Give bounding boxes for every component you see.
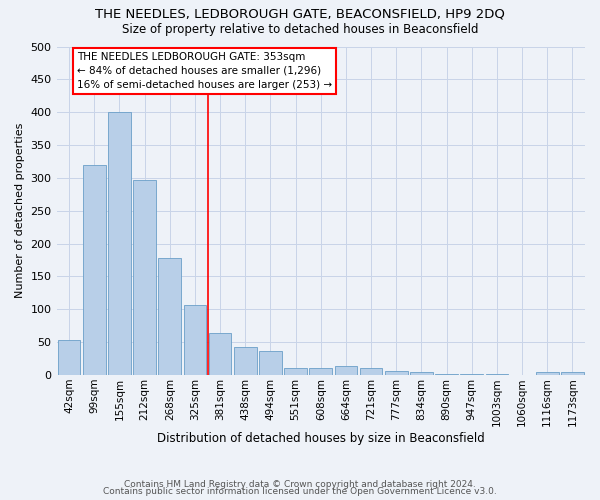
- Bar: [234, 348, 257, 375]
- Bar: [259, 350, 282, 375]
- Bar: [435, 374, 458, 375]
- Text: THE NEEDLES LEDBOROUGH GATE: 353sqm
← 84% of detached houses are smaller (1,296): THE NEEDLES LEDBOROUGH GATE: 353sqm ← 84…: [77, 52, 332, 90]
- Text: THE NEEDLES, LEDBOROUGH GATE, BEACONSFIELD, HP9 2DQ: THE NEEDLES, LEDBOROUGH GATE, BEACONSFIE…: [95, 8, 505, 20]
- Bar: [385, 371, 407, 375]
- Bar: [184, 304, 206, 375]
- Bar: [360, 368, 382, 375]
- Text: Contains HM Land Registry data © Crown copyright and database right 2024.: Contains HM Land Registry data © Crown c…: [124, 480, 476, 489]
- Bar: [158, 258, 181, 375]
- Text: Size of property relative to detached houses in Beaconsfield: Size of property relative to detached ho…: [122, 22, 478, 36]
- Y-axis label: Number of detached properties: Number of detached properties: [15, 123, 25, 298]
- Bar: [310, 368, 332, 375]
- Bar: [460, 374, 483, 375]
- Bar: [284, 368, 307, 375]
- Bar: [410, 372, 433, 375]
- Bar: [561, 372, 584, 375]
- Bar: [58, 340, 80, 375]
- Bar: [83, 164, 106, 375]
- Bar: [485, 374, 508, 375]
- Bar: [536, 372, 559, 375]
- X-axis label: Distribution of detached houses by size in Beaconsfield: Distribution of detached houses by size …: [157, 432, 485, 445]
- Bar: [335, 366, 357, 375]
- Bar: [133, 180, 156, 375]
- Bar: [108, 112, 131, 375]
- Bar: [209, 333, 232, 375]
- Text: Contains public sector information licensed under the Open Government Licence v3: Contains public sector information licen…: [103, 488, 497, 496]
